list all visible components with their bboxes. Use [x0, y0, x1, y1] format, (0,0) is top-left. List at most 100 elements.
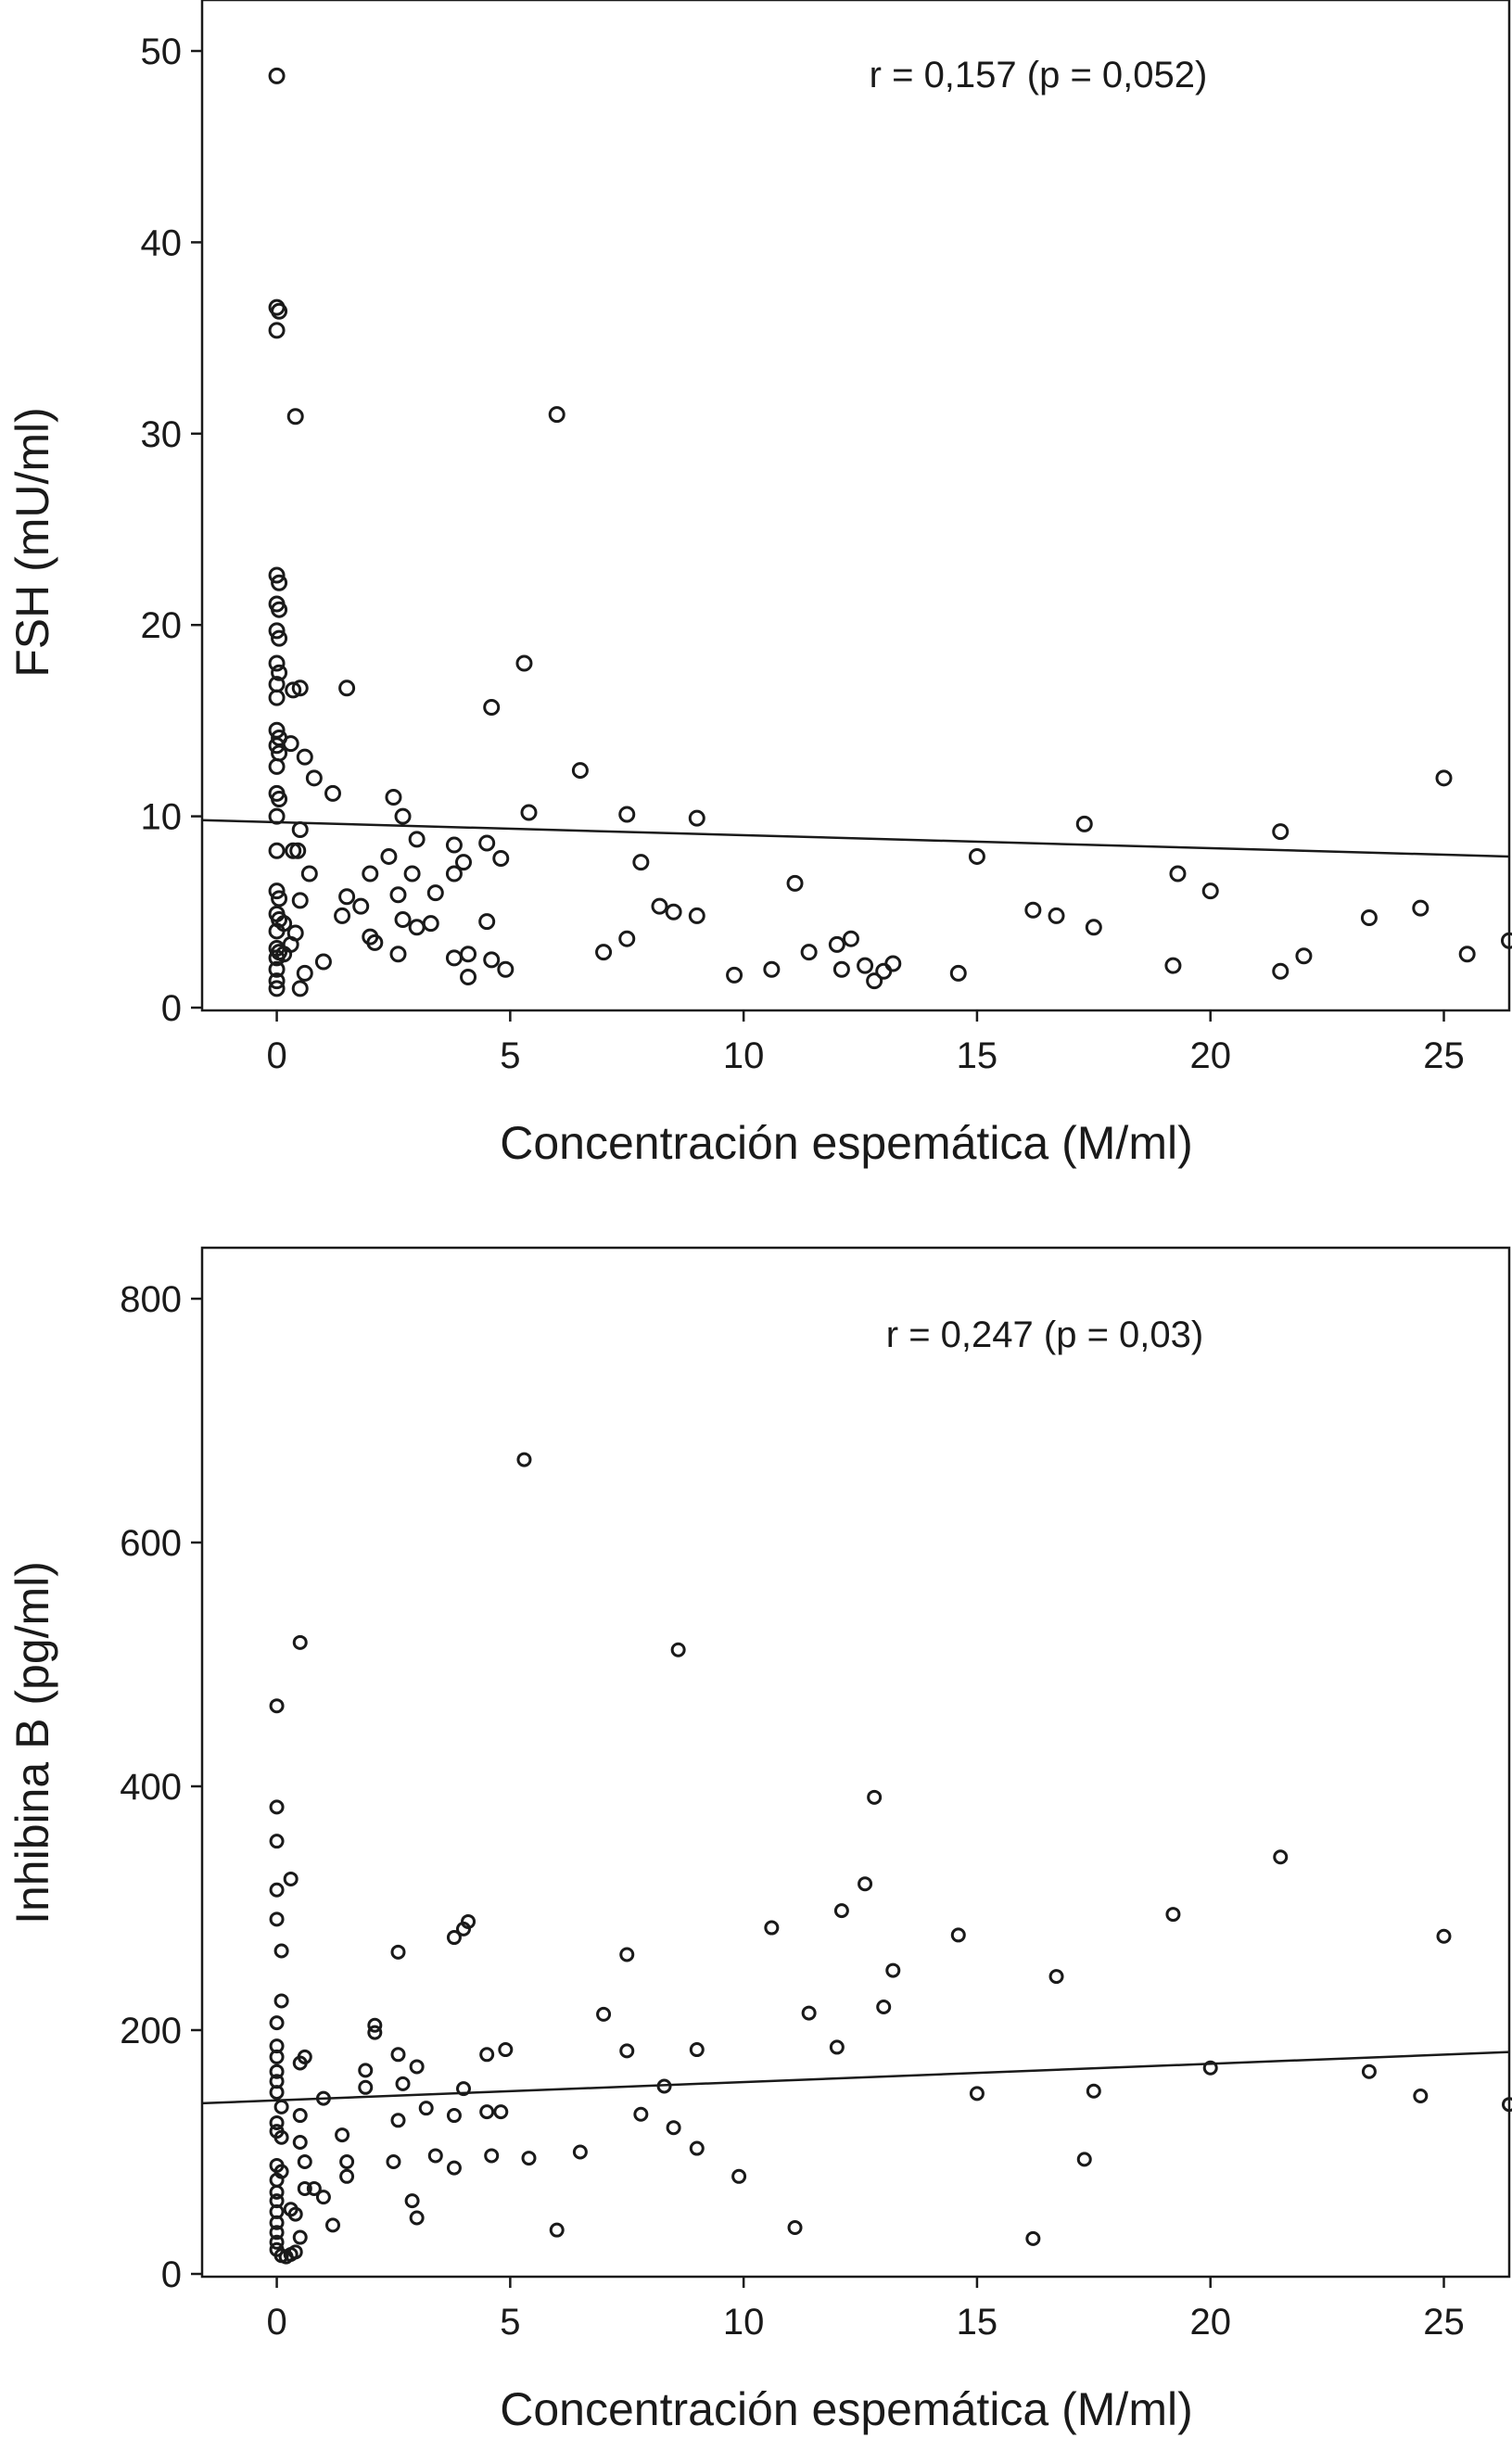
- fsh-data-point: [268, 622, 286, 640]
- fsh-data-point: [271, 574, 288, 591]
- fsh-data-point: [286, 408, 304, 425]
- inhibina-data-point: [656, 2078, 672, 2094]
- fsh-data-point: [460, 968, 477, 985]
- fsh-data-point: [828, 935, 845, 953]
- inhibina-data-point: [273, 1943, 289, 1959]
- inhibina-data-point: [315, 2190, 331, 2205]
- inhibina-data-point: [283, 1871, 299, 1886]
- fsh-data-point: [455, 854, 472, 871]
- inhibina-data-point: [1273, 1849, 1289, 1865]
- inhibina-data-point: [666, 2120, 681, 2136]
- fsh-x-tick-label: 0: [266, 1035, 286, 1076]
- inhibina-data-point: [1048, 1969, 1064, 1985]
- fsh-data-point: [271, 791, 288, 808]
- inhibina-data-point: [273, 2129, 289, 2145]
- inhibina-data-point: [549, 2222, 565, 2238]
- inhibina-data-point: [764, 1920, 780, 1936]
- fsh-data-point: [291, 892, 309, 909]
- fsh-data-point: [478, 834, 496, 852]
- fsh-data-point: [408, 831, 426, 848]
- inhibina-data-point: [269, 2234, 285, 2250]
- inhibina-correlation-annotation: r = 0,247 (p = 0,03): [886, 1314, 1203, 1355]
- inhibina-data-point: [292, 2108, 308, 2124]
- fsh-y-tick-label: 30: [141, 414, 183, 455]
- fsh-data-point: [408, 919, 426, 936]
- fsh-data-point: [394, 807, 412, 825]
- inhibina-data-point: [404, 2193, 420, 2209]
- inhibina-data-point: [292, 2134, 308, 2150]
- fsh-x-axis-title: Concentración espemática (M/ml): [500, 1117, 1193, 1169]
- inhibina-data-point: [390, 1944, 406, 1960]
- inhibina-data-point: [269, 1834, 285, 1849]
- fsh-data-point: [268, 807, 286, 825]
- inhibina-data-point: [1025, 2230, 1041, 2246]
- fsh-data-point: [1164, 957, 1182, 974]
- fsh-data-point: [875, 962, 893, 980]
- fsh-data-point: [1412, 899, 1429, 917]
- inhibina-data-point: [596, 2006, 612, 2022]
- inhibina-data-point: [858, 1876, 873, 1892]
- inhibina-data-point: [390, 2113, 406, 2128]
- fsh-correlation-annotation: r = 0,157 (p = 0,052): [870, 55, 1208, 95]
- fsh-y-tick-label: 0: [161, 988, 182, 1029]
- fsh-data-point: [1201, 883, 1219, 900]
- fsh-data-point: [268, 757, 286, 775]
- fsh-data-point: [268, 67, 286, 84]
- inhibina-data-point: [358, 2079, 374, 2095]
- inhibina-data-point: [390, 2047, 406, 2063]
- fsh-data-point: [338, 888, 356, 906]
- inhibina-data-point: [269, 2015, 285, 2031]
- fsh-data-point: [268, 922, 286, 940]
- fsh-data-point: [305, 769, 323, 787]
- inhibina-data-point: [395, 2076, 411, 2091]
- fsh-data-point: [385, 788, 402, 806]
- inhibina-data-point: [689, 2140, 705, 2156]
- fsh-data-point: [1272, 823, 1290, 841]
- fsh-data-point: [665, 903, 682, 921]
- inhibina-data-point: [619, 1947, 635, 1962]
- fsh-data-point: [492, 850, 510, 868]
- fsh-data-point: [1458, 946, 1476, 963]
- fsh-data-point: [1272, 962, 1290, 980]
- inhibina-data-point: [306, 2180, 322, 2196]
- fsh-data-point: [1435, 769, 1453, 787]
- inhibina-chart: 0 200 400 600 800 0 5 10 15 20 25 r = 0,247 (p = …: [6, 1246, 1512, 2435]
- fsh-data-point: [571, 762, 589, 780]
- fsh-x-tick-label: 15: [957, 1035, 998, 1076]
- fsh-y-axis-title: FSH (mU/ml): [6, 407, 58, 678]
- fsh-data-point: [334, 907, 351, 924]
- fsh-x-tick-label: 5: [500, 1035, 520, 1076]
- fsh-data-point: [403, 865, 421, 883]
- fsh-data-point: [268, 883, 286, 900]
- inhibina-x-tick-label: 5: [500, 2302, 520, 2343]
- inhibina-data-point: [269, 2114, 285, 2130]
- fsh-y-tick-label: 50: [141, 32, 183, 72]
- fsh-data-point: [389, 886, 407, 904]
- fsh-data-point: [268, 972, 286, 990]
- inhibina-y-tick-label: 0: [161, 2254, 182, 2295]
- inhibina-data-point: [689, 2042, 705, 2058]
- fsh-data-point: [394, 911, 412, 929]
- inhibina-plot-frame: [200, 1246, 1511, 2279]
- inhibina-x-ticks: 0 5 10 15 20 25: [266, 2277, 1465, 2343]
- fsh-data-point: [1048, 907, 1065, 924]
- inhibina-data-point: [969, 2086, 985, 2102]
- inhibina-data-point: [409, 2210, 425, 2226]
- inhibina-data-point: [829, 2039, 845, 2055]
- fsh-data-point: [268, 842, 286, 859]
- inhibina-data-point: [446, 1930, 462, 1946]
- inhibina-data-point: [801, 2005, 817, 2021]
- fsh-chart: 0 10 20 30 40 50 0 5 10 15 20 25 r = 0,157 (p = 0,…: [6, 0, 1512, 1169]
- fsh-data-point: [726, 966, 743, 984]
- inhibina-data-point: [516, 1452, 532, 1467]
- inhibina-data-point: [287, 2244, 303, 2260]
- fsh-data-point: [271, 664, 288, 681]
- inhibina-data-point: [386, 2154, 401, 2170]
- inhibina-data-point: [461, 1913, 476, 1929]
- fsh-data-point: [289, 842, 307, 859]
- fsh-data-point: [352, 897, 370, 915]
- inhibina-data-point: [950, 1927, 966, 1943]
- inhibina-data-point: [273, 1993, 289, 2009]
- inhibina-data-point: [269, 2215, 285, 2230]
